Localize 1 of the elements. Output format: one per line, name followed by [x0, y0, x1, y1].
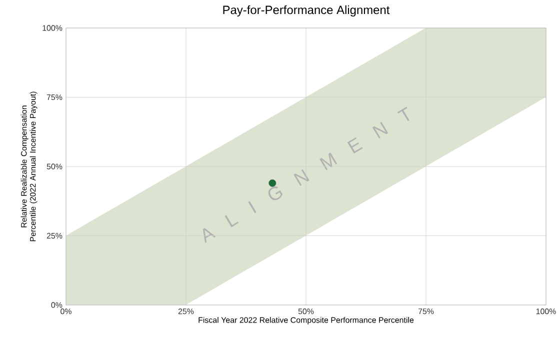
chart-title: Pay-for-Performance Alignment: [223, 5, 390, 16]
